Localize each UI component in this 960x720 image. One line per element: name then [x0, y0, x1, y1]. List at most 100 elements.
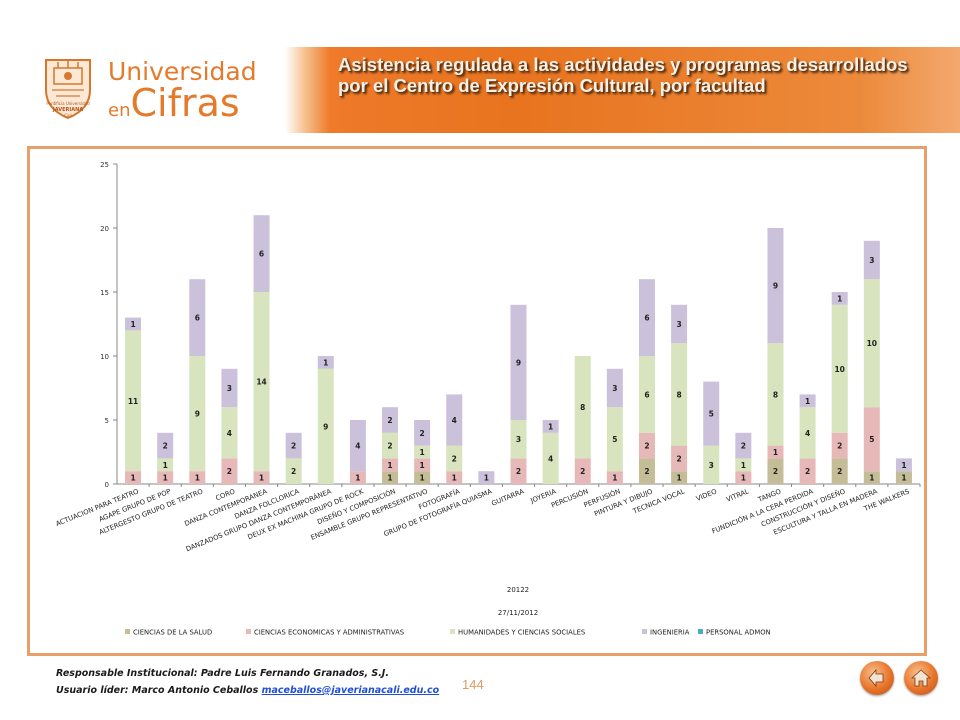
- bar-segment: [638, 356, 655, 433]
- bar-data-label: 14: [256, 378, 266, 387]
- bar-segment: [446, 394, 463, 446]
- page-number: 144: [462, 677, 484, 692]
- bar-data-label: 2: [805, 467, 810, 476]
- legend-entry: CIENCIAS ECONOMICAS Y ADMINISTRATIVAS: [254, 629, 404, 637]
- bar-segment: [414, 471, 431, 484]
- x-category-label: GUITARRA: [490, 487, 525, 507]
- y-tick-label: 5: [105, 417, 109, 425]
- bar-segment: [510, 420, 527, 459]
- bar-segment: [831, 432, 848, 459]
- bar-segment: [414, 458, 431, 472]
- bar-data-label: 4: [548, 454, 553, 463]
- bar-data-label: 3: [709, 461, 714, 470]
- bar-segment: [253, 215, 270, 292]
- bar-segment: [317, 356, 334, 369]
- bar-data-label: 5: [709, 410, 714, 419]
- bar-segment: [382, 471, 399, 484]
- y-tick-label: 20: [100, 225, 109, 233]
- bar-segment: [767, 343, 784, 446]
- bar-segment: [285, 458, 302, 484]
- svg-text:JAVERIANA: JAVERIANA: [52, 107, 83, 113]
- bar-segment: [542, 420, 559, 433]
- bar-data-label: 3: [869, 256, 874, 265]
- bar-segment: [671, 445, 688, 472]
- y-tick-label: 10: [100, 353, 109, 361]
- bar-segment: [638, 458, 655, 484]
- bar-segment: [799, 407, 816, 459]
- bar-data-label: 2: [837, 467, 842, 476]
- bar-segment: [414, 445, 431, 459]
- bar-data-label: 6: [644, 390, 649, 399]
- bar-data-label: 10: [834, 365, 844, 374]
- back-button[interactable]: [860, 661, 894, 695]
- bar-segment: [703, 381, 720, 446]
- bar-segment: [831, 292, 848, 305]
- bar-data-label: 1: [484, 474, 489, 483]
- back-arrow-icon: [868, 668, 884, 688]
- bar-data-label: 2: [387, 442, 392, 451]
- bar-segment: [349, 420, 366, 472]
- logo-line-2-big: Cifras: [130, 81, 240, 125]
- logo-line-2: enCifras: [108, 84, 257, 129]
- bar-data-label: 4: [805, 429, 810, 438]
- bar-data-label: 2: [644, 467, 649, 476]
- universidad-en-cifras-logo: Universidad enCifras: [108, 58, 257, 129]
- bar-segment: [189, 279, 206, 356]
- bar-segment: [799, 394, 816, 408]
- bar-segment: [157, 432, 174, 459]
- university-crest-logo: Pontificia Universidad JAVERIANA Cali: [45, 59, 91, 120]
- bar-data-label: 1: [323, 358, 328, 367]
- bar-data-label: 1: [195, 474, 200, 483]
- bar-data-label: 1: [869, 474, 874, 483]
- bar-data-label: 1: [805, 397, 810, 406]
- bar-data-label: 3: [227, 384, 232, 393]
- bar-segment: [189, 471, 206, 484]
- bar-segment: [606, 407, 623, 472]
- bar-data-label: 1: [901, 461, 906, 470]
- bar-data-label: 9: [773, 282, 778, 291]
- bar-segment: [799, 458, 816, 484]
- bar-data-label: 1: [612, 474, 617, 483]
- bar-segment: [638, 279, 655, 356]
- bar-segment: [671, 304, 688, 344]
- bar-segment: [863, 407, 880, 472]
- bar-data-label: 9: [323, 422, 328, 431]
- bar-segment: [542, 432, 559, 484]
- logo-line-1: Universidad: [108, 57, 257, 86]
- bar-segment: [767, 445, 784, 459]
- bar-data-label: 1: [387, 461, 392, 470]
- bar-data-label: 4: [452, 416, 457, 425]
- page-title: Asistencia regulada a las actividades y …: [338, 54, 908, 96]
- legend-swatch: [698, 629, 703, 634]
- bar-data-label: 1: [163, 474, 168, 483]
- bar-data-label: 1: [259, 474, 264, 483]
- bar-segment: [863, 240, 880, 280]
- logo-line-2-small: en: [108, 100, 131, 121]
- bar-data-label: 1: [837, 294, 842, 303]
- bar-segment: [606, 368, 623, 408]
- bar-data-label: 2: [387, 416, 392, 425]
- x-axis-title-date: 27/11/2012: [498, 609, 538, 617]
- svg-text:Pontificia Universidad: Pontificia Universidad: [46, 101, 90, 106]
- bar-data-label: 8: [676, 390, 681, 399]
- bar-segment: [285, 432, 302, 459]
- bar-segment: [349, 471, 366, 484]
- bar-data-label: 1: [741, 474, 746, 483]
- home-icon: [911, 669, 931, 687]
- x-axis-title-period: 20122: [507, 586, 529, 594]
- x-category-label: VITRAL: [725, 487, 750, 503]
- bar-segment: [125, 317, 142, 331]
- bar-data-label: 2: [580, 467, 585, 476]
- legend-swatch: [246, 629, 251, 634]
- bar-data-label: 11: [128, 397, 138, 406]
- home-button[interactable]: [904, 661, 938, 695]
- bar-segment: [221, 458, 238, 484]
- bar-data-label: 2: [516, 467, 521, 476]
- footer-responsible: Responsable Institucional: Padre Luis Fe…: [56, 668, 389, 679]
- footer-email-link[interactable]: maceballos@javerianacali.edu.co: [261, 685, 440, 696]
- bar-segment: [638, 432, 655, 459]
- bar-segment: [253, 471, 270, 484]
- bar-segment: [606, 471, 623, 484]
- bar-data-label: 6: [644, 314, 649, 323]
- bar-segment: [125, 471, 142, 484]
